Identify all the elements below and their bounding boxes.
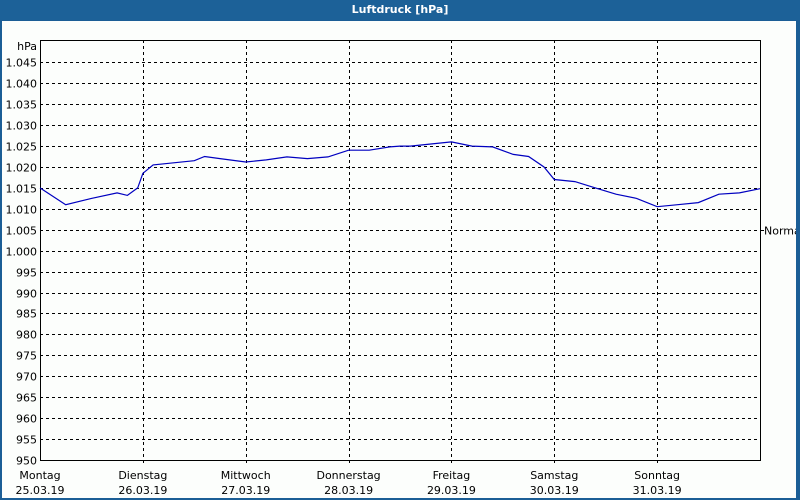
y-tick-label: 985 (16, 308, 37, 321)
x-tick-day: Donnerstag (316, 469, 380, 482)
y-tick-label: 1.045 (6, 57, 38, 70)
y-tick-label: 995 (16, 267, 37, 280)
x-tick-date: 30.03.19 (530, 484, 579, 497)
x-tick-day: Freitag (433, 469, 471, 482)
x-tick-day: Dienstag (118, 469, 167, 482)
y-tick-label: 990 (16, 288, 37, 301)
pressure-chart: 1.045 1.040 1.035 1.030 1.025 1.020 1.015 1.010… (6, 40, 796, 497)
y-tick-label: 1.000 (6, 246, 38, 259)
x-tick-day: Mittwoch (221, 469, 271, 482)
y-tick-label: 1.005 (6, 225, 38, 238)
y-tick-label: 1.030 (6, 120, 38, 133)
plot-frame (40, 40, 761, 461)
x-tick-date: 27.03.19 (221, 484, 270, 497)
y-tick-label: 1.010 (6, 204, 38, 217)
x-tick-day: Samstag (530, 469, 578, 482)
y-tick-label: 1.040 (6, 78, 38, 91)
pressure-line (39, 141, 761, 208)
x-tick-date: 28.03.19 (324, 484, 373, 497)
x-tick-date: 26.03.19 (118, 484, 167, 497)
x-tick-day: Montag (19, 469, 60, 482)
y-tick-label: 970 (16, 371, 37, 384)
y-tick-label: 1.020 (6, 162, 38, 175)
y-tick-label: 965 (16, 392, 37, 405)
x-tick-date: 29.03.19 (427, 484, 476, 497)
y-tick-label: 1.025 (6, 141, 38, 154)
window-title: Luftdruck [hPa] (0, 0, 800, 20)
reference-label: Normal (764, 225, 796, 238)
y-axis-unit: hPa (17, 40, 37, 53)
x-tick-date: 31.03.19 (633, 484, 682, 497)
x-tick-day: Sonntag (634, 469, 680, 482)
y-tick-label: 980 (16, 329, 37, 342)
x-tick-date: 25.03.19 (16, 484, 65, 497)
y-tick-label: 1.015 (6, 183, 38, 196)
y-tick-label: 960 (16, 413, 37, 426)
chart-panel: 1.045 1.040 1.035 1.030 1.025 1.020 1.015 1.010… (2, 21, 796, 498)
y-tick-label: 950 (16, 455, 37, 468)
y-tick-label: 955 (16, 434, 37, 447)
y-tick-label: 975 (16, 350, 37, 363)
y-tick-label: 1.035 (6, 99, 38, 112)
